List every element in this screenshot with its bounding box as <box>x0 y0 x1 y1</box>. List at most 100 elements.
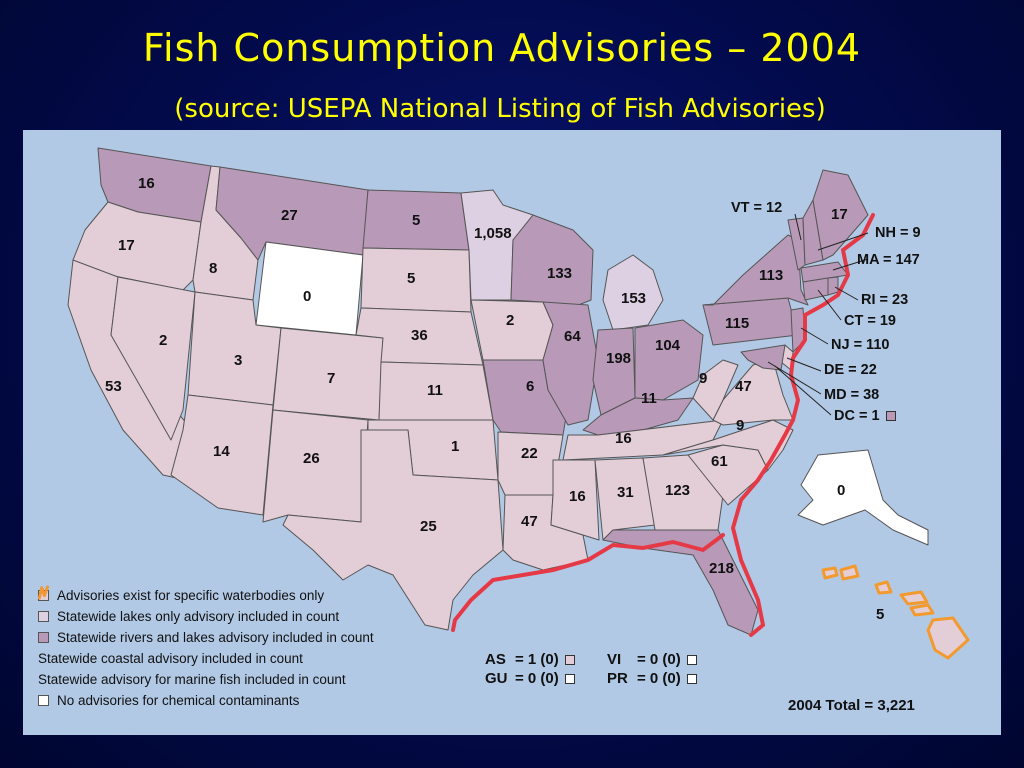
label-FL: 218 <box>709 560 735 577</box>
territory-label: VI <box>607 651 622 668</box>
label-AK: 0 <box>837 482 846 499</box>
territories-table: AS = 1 (0) VI = 0 (0) GU = 0 (0) PR = 0 … <box>485 650 729 688</box>
slide-title: Fish Consumption Advisories – 2004 <box>142 26 862 70</box>
callout-DC-text: DC = 1 <box>834 408 880 424</box>
slide-subtitle: (source: USEPA National Listing of Fish … <box>174 94 826 124</box>
state-AK <box>797 449 929 546</box>
label-MN: 1,058 <box>474 225 512 242</box>
label-ME: 17 <box>831 206 848 223</box>
label-CO: 7 <box>327 370 336 387</box>
label-AR: 22 <box>521 445 538 462</box>
territory-swatch <box>686 673 697 684</box>
territory-label: GU <box>485 670 508 687</box>
legend-item-none: No advisories for chemical contaminants <box>38 690 458 711</box>
legend-label: Statewide advisory for marine fish inclu… <box>38 672 346 687</box>
coastal-advisory-lines <box>451 213 875 637</box>
territory-label: PR <box>607 670 628 687</box>
callout-VT: VT = 12 <box>731 200 783 216</box>
callout-MA: MA = 147 <box>857 252 920 268</box>
legend-label: No advisories for chemical contaminants <box>57 693 300 708</box>
legend-label: Statewide coastal advisory included in c… <box>38 651 303 666</box>
legend-swatch <box>38 611 49 622</box>
callout-RI: RI = 23 <box>861 292 909 308</box>
label-IL: 64 <box>564 328 581 345</box>
label-CA: 53 <box>105 378 122 395</box>
state-WI <box>510 214 594 316</box>
territory-AS: AS = 1 (0) <box>485 651 607 668</box>
state-TX <box>282 429 504 631</box>
label-WV: 9 <box>699 370 708 387</box>
legend-item-lakes: Statewide lakes only advisory included i… <box>38 606 458 627</box>
label-NY: 113 <box>759 267 784 284</box>
label-NM: 26 <box>303 450 320 467</box>
callout-DC: DC = 1 <box>834 408 896 424</box>
state-ME <box>812 169 869 261</box>
total-count: 2004 Total = 3,221 <box>788 697 915 714</box>
label-SD: 5 <box>407 270 416 287</box>
label-ND: 5 <box>412 212 421 229</box>
territory-GU: GU = 0 (0) <box>485 670 607 687</box>
label-NC: 9 <box>736 417 745 434</box>
state-MI <box>602 254 664 331</box>
legend-swatch <box>38 695 49 706</box>
legend-swatch <box>38 632 49 643</box>
label-OH: 104 <box>655 337 681 354</box>
legend-item-specific: Advisories exist for specific waterbodie… <box>38 585 458 606</box>
territory-swatch <box>564 654 575 665</box>
label-IA: 2 <box>506 312 515 329</box>
label-AL: 31 <box>617 484 634 501</box>
label-NV: 2 <box>159 332 168 349</box>
state-AL <box>594 457 656 541</box>
map-legend: Advisories exist for specific waterbodie… <box>38 585 458 711</box>
label-MT: 27 <box>281 207 298 224</box>
state-VA <box>712 359 794 426</box>
label-IN: 198 <box>606 350 632 367</box>
label-OR: 17 <box>118 237 135 254</box>
label-OK: 1 <box>451 438 460 455</box>
legend-item-coastal: Statewide coastal advisory included in c… <box>38 585 458 669</box>
us-map <box>67 147 970 660</box>
label-LA: 47 <box>521 513 538 530</box>
state-labels: 16 17 53 2 8 27 0 3 14 7 26 5 5 36 11 1 … <box>23 130 1001 735</box>
legend-item-marine: Statewide advisory for marine fish inclu… <box>38 585 458 690</box>
marine-bolt-icon <box>38 585 49 600</box>
legend-label: Statewide lakes only advisory included i… <box>57 609 340 624</box>
state-MD <box>740 344 786 371</box>
state-NY <box>702 234 809 306</box>
label-SC: 61 <box>711 453 728 470</box>
state-NV <box>110 276 196 441</box>
territory-value: = 0 (0) <box>637 651 681 668</box>
callout-MD: MD = 38 <box>824 387 880 403</box>
label-MS: 16 <box>569 488 586 505</box>
territories-row: AS = 1 (0) VI = 0 (0) <box>485 650 729 669</box>
label-VA: 47 <box>735 378 752 395</box>
label-KY: 11 <box>641 390 657 407</box>
territories-row: GU = 0 (0) PR = 0 (0) <box>485 669 729 688</box>
state-NC <box>662 419 794 471</box>
callout-DC-swatch <box>885 411 896 421</box>
callout-DE: DE = 22 <box>824 362 877 378</box>
territory-label: AS <box>485 651 506 668</box>
label-WI: 133 <box>547 265 573 282</box>
territory-value: = 1 (0) <box>515 651 559 668</box>
legend-item-rivers-lakes: Statewide rivers and lakes advisory incl… <box>38 627 458 648</box>
callout-leaders <box>767 213 869 416</box>
label-PA: 115 <box>725 315 750 332</box>
label-WA: 16 <box>138 175 155 192</box>
territory-value: = 0 (0) <box>637 670 681 687</box>
label-NE: 36 <box>411 327 428 344</box>
label-TX: 25 <box>420 518 437 535</box>
state-IL <box>542 301 599 426</box>
territory-PR: PR = 0 (0) <box>607 670 729 687</box>
legend-label: Advisories exist for specific waterbodie… <box>57 588 325 603</box>
label-GA: 123 <box>665 482 691 499</box>
territory-value: = 0 (0) <box>515 670 559 687</box>
legend-label: Statewide rivers and lakes advisory incl… <box>57 630 374 645</box>
state-WV <box>692 359 739 421</box>
label-WY: 0 <box>303 288 312 305</box>
territory-swatch <box>564 673 575 684</box>
map-panel: 16 17 53 2 8 27 0 3 14 7 26 5 5 36 11 1 … <box>23 130 1001 735</box>
callout-CT: CT = 19 <box>844 313 896 329</box>
label-KS: 11 <box>427 382 443 399</box>
label-ID: 8 <box>209 260 218 277</box>
